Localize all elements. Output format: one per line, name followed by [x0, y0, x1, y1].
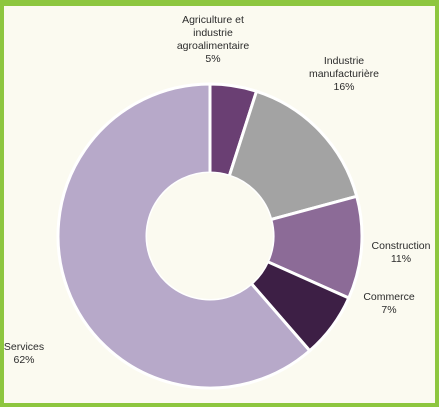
donut-chart: Agriculture et industrie agroalimentaire 5%…: [4, 14, 431, 390]
slice-label-4: Services 62%: [4, 341, 44, 366]
slice-label-line: Construction: [372, 240, 431, 252]
slice-value-0: 5%: [205, 53, 220, 65]
slice-label-line: Agriculture et: [182, 14, 244, 26]
slice-value-3: 7%: [381, 304, 396, 316]
slice-label-line: manufacturière: [309, 68, 379, 80]
slice-value-1: 16%: [333, 81, 354, 93]
slice-label-line: Services: [4, 341, 44, 353]
donut-hole: [147, 173, 273, 299]
slice-label-0: Agriculture et industrie agroalimentaire 5%: [177, 14, 250, 65]
label-group: Agriculture et industrie agroalimentaire 5%…: [4, 14, 431, 366]
slice-value-2: 11%: [391, 253, 411, 265]
slice-label-line: Industrie: [324, 55, 364, 67]
slice-label-line: agroalimentaire: [177, 40, 250, 52]
slice-value-4: 62%: [13, 354, 34, 366]
slice-label-line: Commerce: [363, 291, 415, 303]
slice-label-3: Commerce 7%: [363, 291, 415, 316]
slice-label-line: industrie: [193, 27, 233, 39]
slice-label-1: Industrie manufacturière 16%: [309, 55, 379, 93]
slice-label-2: Construction 11%: [372, 240, 431, 265]
slice-group: [56, 82, 364, 390]
